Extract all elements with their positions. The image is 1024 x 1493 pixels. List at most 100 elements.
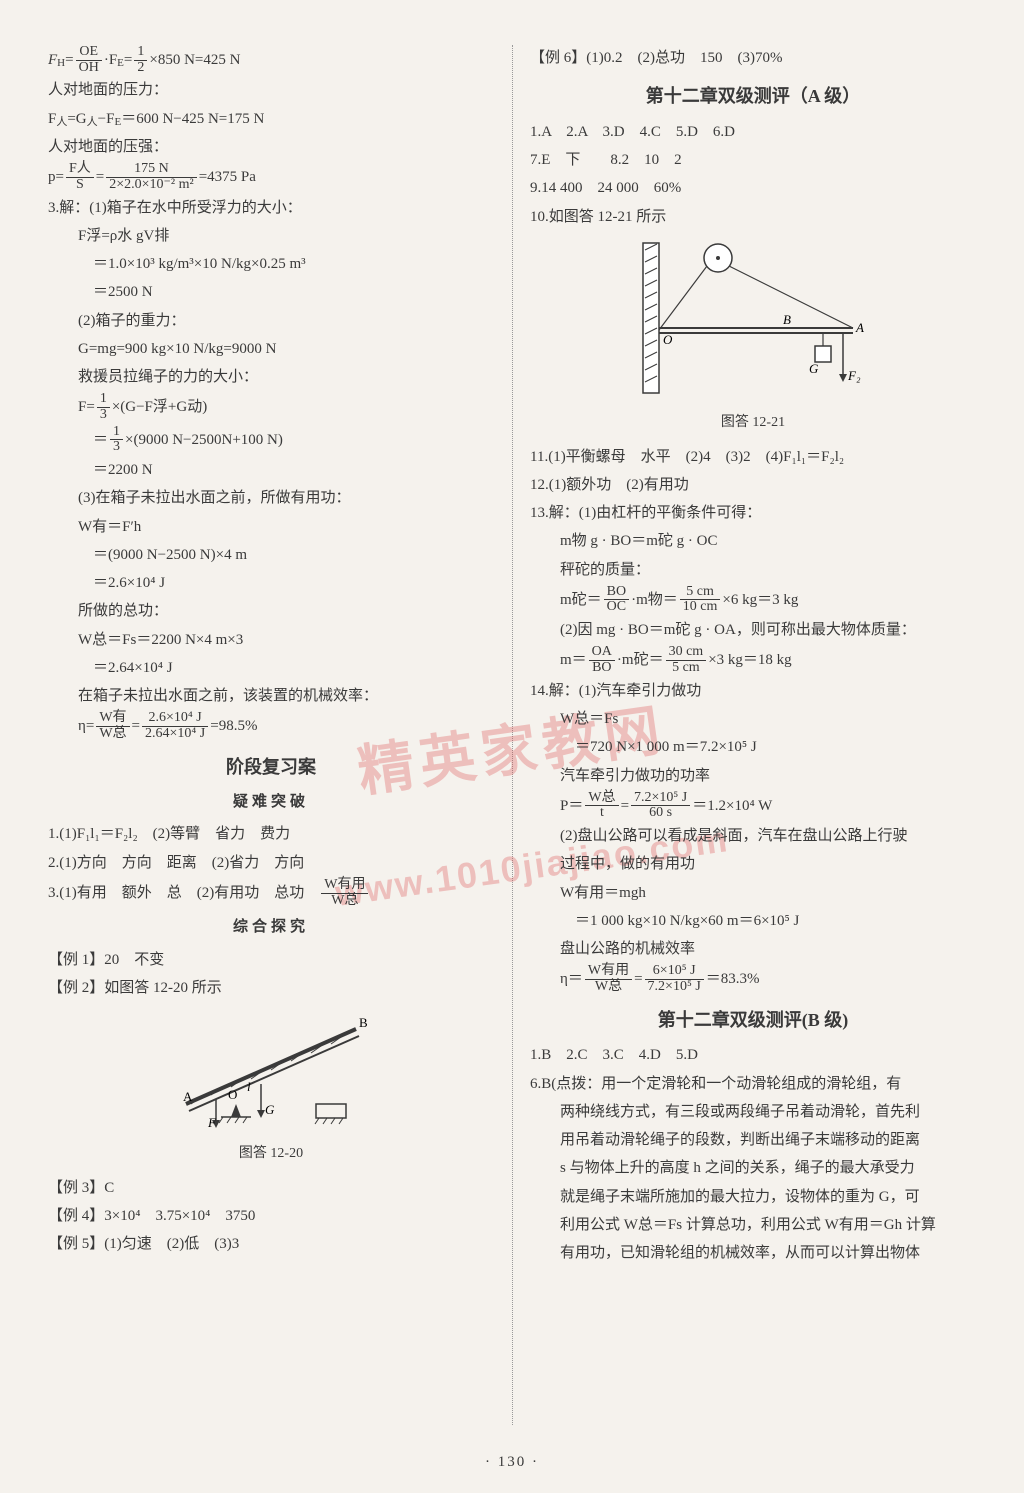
txt: p= <box>48 164 64 190</box>
example-6: 【例 6】(1)0.2 (2)总功 150 (3)70% <box>530 45 976 71</box>
section-title-ch12a: 第十二章双级测评（A 级） <box>530 81 976 113</box>
txt: 3.(1)有用 额外 总 (2)有用功 总功 <box>48 880 319 906</box>
text-line: (3)在箱子未拉出水面之前，所做有用功： <box>48 485 494 511</box>
text-line: 3.解：(1)箱子在水中所受浮力的大小： <box>48 195 494 221</box>
text-line: ＝720 N×1 000 m＝7.2×10⁵ J <box>530 734 976 760</box>
answer-line: 12.(1)额外功 (2)有用功 <box>530 472 976 498</box>
frac: 13 <box>97 392 110 422</box>
answer-line: 13.解：(1)由杠杆的平衡条件可得： <box>530 500 976 526</box>
text-line: 1.(1)F₁l₁＝F₂l₂ (2)等臂 省力 费力 <box>48 821 494 847</box>
text-line: 人对地面的压力： <box>48 77 494 103</box>
frac: W有用W总 <box>585 964 632 994</box>
eq-P: P＝ W总t = 7.2×10⁵ J60 s ＝1.2×10⁴ W <box>530 791 976 821</box>
eq-eta: η= W有W总 = 2.6×10⁴ J2.64×10⁴ J =98.5% <box>48 711 494 741</box>
text-line: (2)盘山公路可以看成是斜面，汽车在盘山公路上行驶 <box>530 823 976 849</box>
pulley-diagram-icon: O B A G F₂ <box>623 238 883 398</box>
txt: ＝1.2×10⁴ W <box>692 793 772 819</box>
text-line: 3.(1)有用 额外 总 (2)有用功 总功 W有用W总 <box>48 878 494 908</box>
text-line: ＝(9000 N−2500 N)×4 m <box>48 542 494 568</box>
txt: η＝ <box>560 966 583 992</box>
text-line: (2)箱子的重力： <box>48 308 494 334</box>
frac: 2.6×10⁴ J2.64×10⁴ J <box>142 711 208 741</box>
txt: P＝ <box>560 793 583 819</box>
frac: OEOH <box>76 45 102 75</box>
txt: = <box>634 966 642 992</box>
svg-text:B: B <box>783 312 791 327</box>
svg-text:G: G <box>809 361 819 376</box>
subtitle-difficulty: 疑难突破 <box>48 789 494 815</box>
svg-text:O: O <box>228 1087 237 1102</box>
text-line: ＝2.64×10⁴ J <box>48 655 494 681</box>
text-line: 利用公式 W总＝Fs 计算总功，利用公式 W有用＝Gh 计算 <box>530 1212 976 1238</box>
figure-12-21: O B A G F₂ 图答 12-21 <box>530 238 976 436</box>
txt: m＝ <box>560 647 587 673</box>
text-line: W总＝Fs＝2200 N×4 m×3 <box>48 627 494 653</box>
answer-line: 1.A 2.A 3.D 4.C 5.D 6.D <box>530 119 976 145</box>
figure-caption: 图答 12-20 <box>48 1142 494 1167</box>
svg-text:A: A <box>855 320 864 335</box>
text-line: 所做的总功： <box>48 598 494 624</box>
txt: = <box>132 713 140 739</box>
text-line: (2)因 mg · BO＝m砣 g · OA，则可称出最大物体质量： <box>530 617 976 643</box>
text-line: F浮=ρ水 gV排 <box>48 223 494 249</box>
txt: FH= <box>48 47 74 73</box>
figure-12-20: A B O l G F 图答 12-20 <box>48 1009 494 1167</box>
frac: OABO <box>589 645 615 675</box>
text-line: 14.解：(1)汽车牵引力做功 <box>530 678 976 704</box>
text-line: ＝1.0×10³ kg/m³×10 N/kg×0.25 m³ <box>48 251 494 277</box>
example-5: 【例 5】(1)匀速 (2)低 (3)3 <box>48 1231 494 1257</box>
txt: =4375 Pa <box>199 164 256 190</box>
answer-line: 6.B(点拨：用一个定滑轮和一个动滑轮组成的滑轮组，有 <box>530 1071 976 1097</box>
text-line: 盘山公路的机械效率 <box>530 936 976 962</box>
text-line: G=mg=900 kg×10 N/kg=9000 N <box>48 336 494 362</box>
answer-line: 9.14 400 24 000 60% <box>530 175 976 201</box>
frac: W总t <box>585 791 618 821</box>
text-line: F人=G人−FE＝600 N−425 N=175 N <box>48 106 494 132</box>
text-line: W有用＝mgh <box>530 880 976 906</box>
text-line: m物 g · BO＝m砣 g · OC <box>530 528 976 554</box>
text-line: 在箱子未拉出水面之前，该装置的机械效率： <box>48 683 494 709</box>
text-line: s 与物体上升的高度 h 之间的关系，绳子的最大承受力 <box>530 1155 976 1181</box>
frac: W有用W总 <box>321 878 368 908</box>
txt: ·FE= <box>104 47 133 73</box>
text-line: ＝2200 N <box>48 457 494 483</box>
svg-text:F₂: F₂ <box>847 368 861 383</box>
txt: F= <box>78 394 95 420</box>
txt: η= <box>78 713 94 739</box>
answer-line: 10.如图答 12-21 所示 <box>530 204 976 230</box>
eq-fh: FH= OEOH ·FE= 12 ×850 N=425 N <box>48 45 494 75</box>
text-line: ＝1 000 kg×10 N/kg×60 m＝6×10⁵ J <box>530 908 976 934</box>
txt: ·m物＝ <box>631 587 678 613</box>
text-line: 秤砣的质量： <box>530 557 976 583</box>
text-line: ＝2.6×10⁴ J <box>48 570 494 596</box>
text-line: 过程中，做的有用功 <box>530 851 976 877</box>
txt: ×(9000 N−2500N+100 N) <box>125 427 283 453</box>
text-line: 就是绳子末端所施加的最大拉力，设物体的重为 G，可 <box>530 1184 976 1210</box>
svg-text:B: B <box>359 1015 368 1030</box>
txt: ＝ <box>93 427 108 453</box>
answer-line: 1.B 2.C 3.C 4.D 5.D <box>530 1042 976 1068</box>
txt: ×(G−F浮+G动) <box>112 394 207 420</box>
section-title-ch12b: 第十二章双级测评(B 级) <box>530 1005 976 1037</box>
txt: ·m砣＝ <box>617 647 664 673</box>
text-line: 2.(1)方向 方向 距离 (2)省力 方向 <box>48 850 494 876</box>
frac: 12 <box>134 45 147 75</box>
txt: ×850 N=425 N <box>149 47 240 73</box>
frac: 30 cm5 cm <box>666 645 707 675</box>
txt: = <box>96 164 104 190</box>
text-line: 汽车牵引力做功的功率 <box>530 763 976 789</box>
eq-p: p= F人S = 175 N2×2.0×10⁻² m² =4375 Pa <box>48 162 494 192</box>
svg-text:G: G <box>265 1102 275 1117</box>
svg-text:l: l <box>247 1079 251 1094</box>
answer-line: 11.(1)平衡螺母 水平 (2)4 (3)2 (4)F₁l₁＝F₂l₂ <box>530 444 976 470</box>
svg-text:O: O <box>663 332 673 347</box>
example-4: 【例 4】3×10⁴ 3.75×10⁴ 3750 <box>48 1203 494 1229</box>
text-line: 人对地面的压强： <box>48 134 494 160</box>
example-2: 【例 2】如图答 12-20 所示 <box>48 975 494 1001</box>
lever-diagram-icon: A B O l G F <box>161 1009 381 1129</box>
text-line: W总＝Fs <box>530 706 976 732</box>
txt: ×6 kg＝3 kg <box>722 587 798 613</box>
section-title-review: 阶段复习案 <box>48 752 494 784</box>
frac: 5 cm10 cm <box>680 585 721 615</box>
eq-F: F= 13 ×(G−F浮+G动) <box>48 392 494 422</box>
